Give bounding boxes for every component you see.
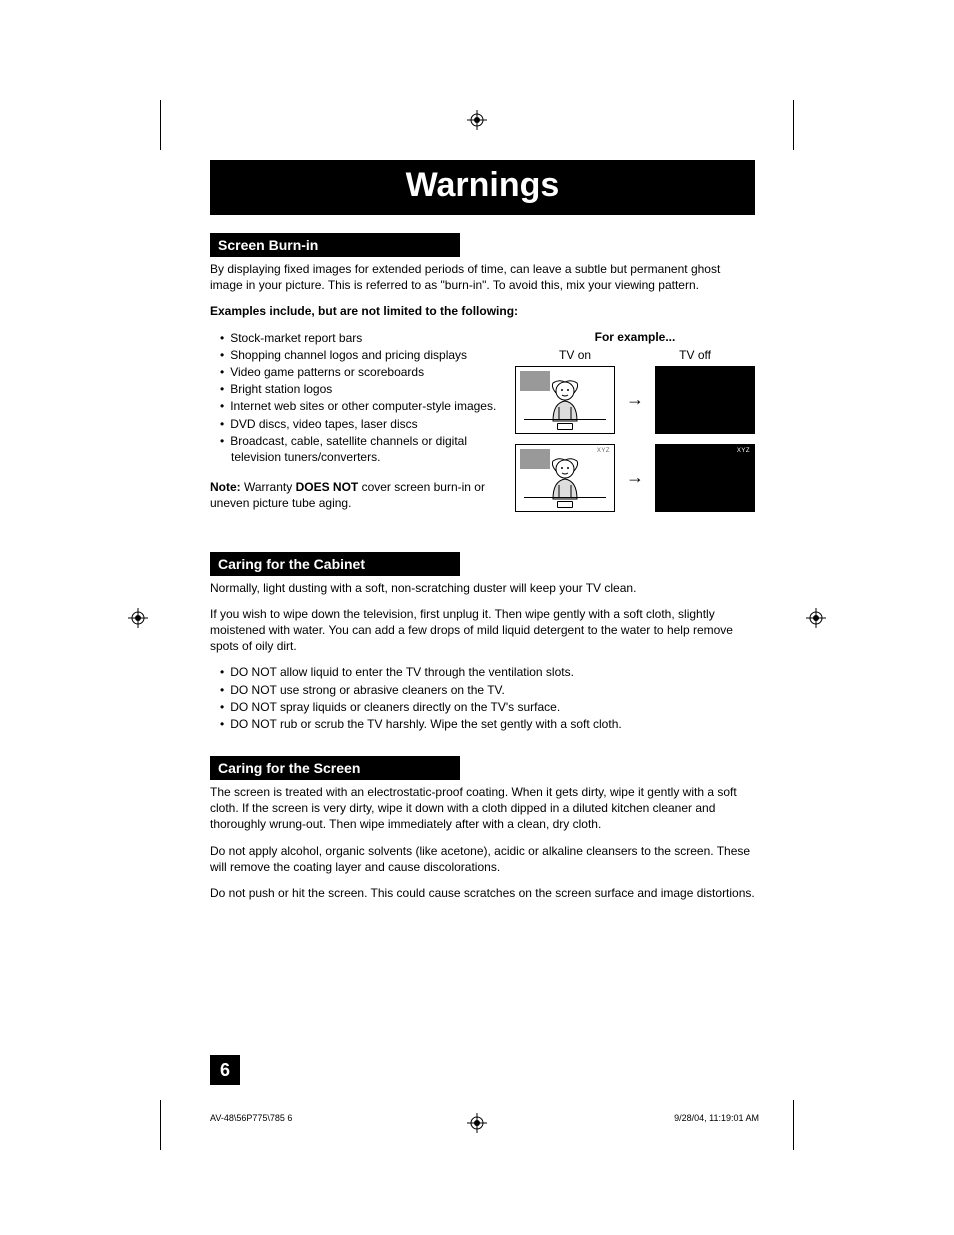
arrow-icon: →: [626, 389, 644, 410]
list-item: DO NOT use strong or abrasive cleaners o…: [220, 682, 755, 698]
page-title-bar: Warnings: [210, 160, 755, 215]
examples-diagram-col: For example... TV on TV off: [515, 330, 755, 522]
examples-heading: Examples include, but are not limited to…: [210, 303, 755, 319]
registration-mark-icon: [467, 110, 487, 130]
list-item: Stock-market report bars: [220, 330, 503, 346]
for-example-label: For example...: [515, 330, 755, 344]
section-cabinet: Caring for the Cabinet Normally, light d…: [210, 552, 755, 733]
note-label: Note:: [210, 480, 241, 494]
crop-mark: [793, 100, 794, 150]
list-item: Video game patterns or scoreboards: [220, 364, 503, 380]
footer: AV-48\56P775\785 6 9/28/04, 11:19:01 AM: [210, 1113, 759, 1123]
tv-on-diagram: [515, 366, 615, 434]
tv-off-label: TV off: [679, 348, 711, 362]
burnin-bullets: Stock-market report bars Shopping channe…: [210, 330, 503, 466]
note-prefix: Warranty: [241, 480, 296, 494]
section-header: Screen Burn-in: [210, 233, 460, 257]
burnin-note: Note: Warranty DOES NOT cover screen bur…: [210, 479, 503, 511]
tv-on-diagram: XYZ: [515, 444, 615, 512]
tv-on-label: TV on: [559, 348, 591, 362]
section-header: Caring for the Cabinet: [210, 552, 460, 576]
page-title: Warnings: [210, 166, 755, 205]
section-screen: Caring for the Screen The screen is trea…: [210, 756, 755, 901]
tv-off-diagram: XYZ: [655, 444, 755, 512]
tv-off-diagram: [655, 366, 755, 434]
screen-p2: Do not apply alcohol, organic solvents (…: [210, 843, 755, 875]
list-item: DO NOT spray liquids or cleaners directl…: [220, 699, 755, 715]
footer-right: 9/28/04, 11:19:01 AM: [674, 1113, 759, 1123]
screen-p1: The screen is treated with an electrosta…: [210, 784, 755, 833]
cabinet-bullets: DO NOT allow liquid to enter the TV thro…: [210, 664, 755, 732]
registration-mark-icon: [806, 608, 826, 628]
section-burnin: Screen Burn-in By displaying fixed image…: [210, 233, 755, 522]
list-item: Bright station logos: [220, 381, 503, 397]
page-content: Warnings Screen Burn-in By displaying fi…: [210, 160, 755, 925]
registration-mark-icon: [128, 608, 148, 628]
arrow-icon: →: [626, 467, 644, 488]
list-item: Internet web sites or other computer-sty…: [220, 398, 503, 414]
list-item: Shopping channel logos and pricing displ…: [220, 347, 503, 363]
xyz-label: XYZ: [597, 448, 610, 454]
footer-left: AV-48\56P775\785 6: [210, 1113, 292, 1123]
list-item: DVD discs, video tapes, laser discs: [220, 416, 503, 432]
note-bold: DOES NOT: [296, 480, 359, 494]
cabinet-p1: Normally, light dusting with a soft, non…: [210, 580, 755, 596]
page-number-value: 6: [220, 1060, 230, 1081]
list-item: DO NOT allow liquid to enter the TV thro…: [220, 664, 755, 680]
xyz-label: XYZ: [737, 448, 750, 454]
crop-mark: [160, 100, 161, 150]
crop-mark: [160, 1100, 161, 1150]
burnin-intro: By displaying fixed images for extended …: [210, 261, 755, 293]
examples-list-col: Stock-market report bars Shopping channe…: [210, 330, 503, 522]
list-item: Broadcast, cable, satellite channels or …: [220, 433, 503, 465]
screen-p3: Do not push or hit the screen. This coul…: [210, 885, 755, 901]
tv-row-1: →: [515, 366, 755, 434]
section-header: Caring for the Screen: [210, 756, 460, 780]
page-number: 6: [210, 1055, 240, 1085]
list-item: DO NOT rub or scrub the TV harshly. Wipe…: [220, 716, 755, 732]
desk-line: [524, 419, 606, 427]
cabinet-p2: If you wish to wipe down the television,…: [210, 606, 755, 655]
desk-line: [524, 497, 606, 505]
crop-mark: [793, 1100, 794, 1150]
tv-row-2: XYZ → XYZ: [515, 444, 755, 512]
